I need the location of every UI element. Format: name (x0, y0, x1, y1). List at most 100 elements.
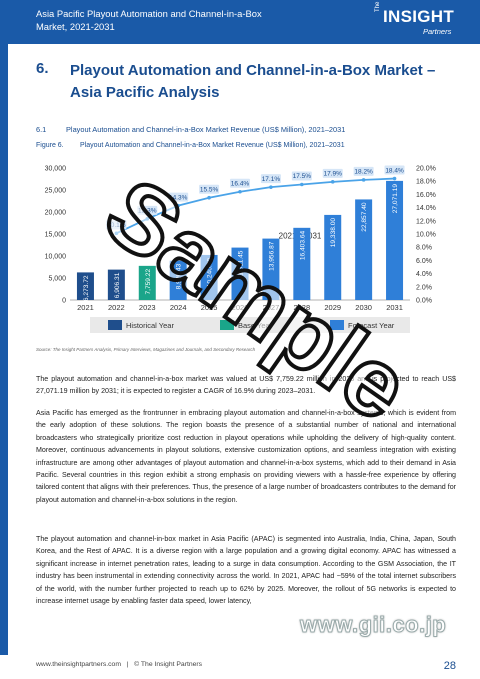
x-tick-label: 2022 (108, 303, 125, 312)
y-tick-label: 20,000 (45, 210, 67, 217)
left-accent-bar (0, 44, 8, 655)
growth-point (392, 176, 397, 181)
figure-title: Playout Automation and Channel-in-a-Box … (80, 142, 345, 149)
bar-value-label: 13,956.87 (268, 241, 275, 271)
growth-point (238, 189, 242, 194)
y-tick-label: 15,000 (45, 232, 67, 239)
y2-tick-label: 0.0% (416, 298, 432, 305)
insight-partners-logo: The INSIGHT Partners (375, 1, 470, 39)
revenue-chart: 0 5,000 10,000 15,000 20,000 25,000 30,000 0.0%… (45, 165, 436, 333)
growth-label: 17.5% (293, 173, 312, 180)
growth-label: 12.3% (138, 208, 157, 215)
gii-stamp: www.gii.co.jp (299, 612, 447, 638)
y-tick-label: 25,000 (45, 188, 67, 195)
growth-point (176, 203, 180, 208)
bar-value-label: 22,857.40 (361, 202, 368, 232)
y-tick-label: 10,000 (45, 254, 67, 261)
header-bar: Asia Pacific Playout Automation and Chan… (0, 0, 480, 44)
growth-point (300, 182, 304, 187)
bar (293, 227, 311, 300)
growth-label-box (322, 168, 343, 178)
y2-tick-label: 2.0% (416, 284, 432, 291)
bar-value-label: 19,338.00 (330, 218, 337, 248)
chart-source: Source: The Insight Partners Analysis, P… (36, 347, 256, 352)
logo-small-text: The (375, 1, 381, 12)
bar-value-label: 11,911.45 (238, 250, 245, 279)
figure-caption: Figure 6. Playout Automation and Channel-… (36, 142, 466, 149)
growth-point (361, 178, 366, 182)
x-tick-label: 2025 (201, 303, 218, 312)
bar-value-label: 16,403.64 (299, 231, 306, 261)
bar-value-label: 7,759.22 (145, 269, 152, 295)
growth-label-box (230, 178, 250, 188)
bar (107, 269, 125, 300)
growth-label-box (353, 166, 374, 176)
bar-value-label: 6,273.72 (83, 275, 90, 301)
x-tick-label: 2030 (355, 303, 372, 312)
bar (138, 265, 156, 300)
y2-tick-label: 18.0% (416, 179, 436, 186)
footer-copyright: © The Insight Partners (134, 661, 203, 668)
section-title: Playout Automation and Channel-in-a-Box … (70, 62, 436, 101)
growth-label-box (168, 192, 189, 202)
bar (231, 247, 249, 300)
page-number: 28 (443, 660, 456, 672)
growth-label: 15.5% (200, 186, 219, 193)
subsection-title: Playout Automation and Channel-in-a-Box … (66, 125, 346, 134)
footer-text: www.theinsightpartners.com | © The Insig… (36, 661, 202, 668)
y2-tick-label: 16.0% (416, 192, 436, 199)
bar (386, 180, 404, 300)
legend-label: Historical Year (126, 321, 174, 330)
legend-label: Forecast Year (348, 321, 395, 330)
paragraph-3: The playout automation and channel-in-bo… (36, 535, 456, 606)
y2-tick-label: 10.0% (416, 232, 436, 239)
y2-tick-label: 8.0% (416, 245, 432, 252)
x-tick-label: 2024 (170, 303, 187, 312)
legend-swatch (330, 320, 344, 330)
y2-tick-label: 14.0% (416, 205, 436, 212)
growth-label-box (384, 165, 405, 175)
growth-point (207, 195, 211, 200)
bar (324, 214, 342, 300)
growth-label-box (199, 184, 220, 194)
x-tick-label: 2028 (293, 303, 310, 312)
growth-label-box (260, 174, 281, 184)
subsection-heading: 6.1 Playout Automation and Channel-in-a-B… (36, 125, 466, 134)
x-tick-label: 2027 (263, 303, 280, 312)
logo-sub-text: Partners (423, 27, 452, 36)
bar-value-label: 27,071.19 (392, 184, 399, 214)
bar (169, 260, 187, 300)
growth-point (114, 231, 119, 236)
growth-label: 10.1% (107, 222, 126, 229)
bar-value-label: 6,906.31 (114, 272, 121, 298)
x-tick-label: 2029 (324, 303, 341, 312)
growth-label-box (291, 171, 312, 181)
section-number: 6. (36, 60, 49, 77)
paragraph-2: Asia Pacific has emerged as the frontrun… (36, 409, 456, 504)
page-number-box: 28 (428, 657, 456, 675)
footer: www.theinsightpartners.com | © The Insig… (0, 655, 480, 679)
growth-label: 18.4% (385, 167, 404, 174)
legend-swatch (108, 320, 122, 330)
x-tick-label: 2026 (232, 303, 249, 312)
y2-tick-label: 20.0% (416, 166, 436, 173)
logo-main-text: INSIGHT (383, 7, 455, 26)
y2-tick-label: 6.0% (416, 258, 432, 265)
y-tick-label: 0 (62, 298, 66, 305)
paragraph-1: The playout automation and channel-in-a-… (36, 375, 456, 396)
growth-label: 14.3% (169, 194, 188, 201)
x-tick-label: 2023 (139, 303, 156, 312)
bar (262, 238, 280, 300)
bar (76, 272, 94, 300)
growth-point (330, 180, 335, 184)
x-tick-label: 2021 (77, 303, 94, 312)
growth-label-box (106, 220, 127, 230)
y2-tick-label: 12.0% (416, 218, 436, 225)
x-tick-label: 2031 (386, 303, 403, 312)
growth-point (269, 185, 273, 189)
bar-value-label: 10,240.60 (207, 258, 214, 288)
bar-value-label: 8,926.43 (176, 263, 183, 289)
y2-tick-label: 4.0% (416, 271, 432, 278)
y-tick-label: 30,000 (45, 166, 67, 173)
document-title: Asia Pacific Playout Automation and Chan… (36, 8, 262, 32)
